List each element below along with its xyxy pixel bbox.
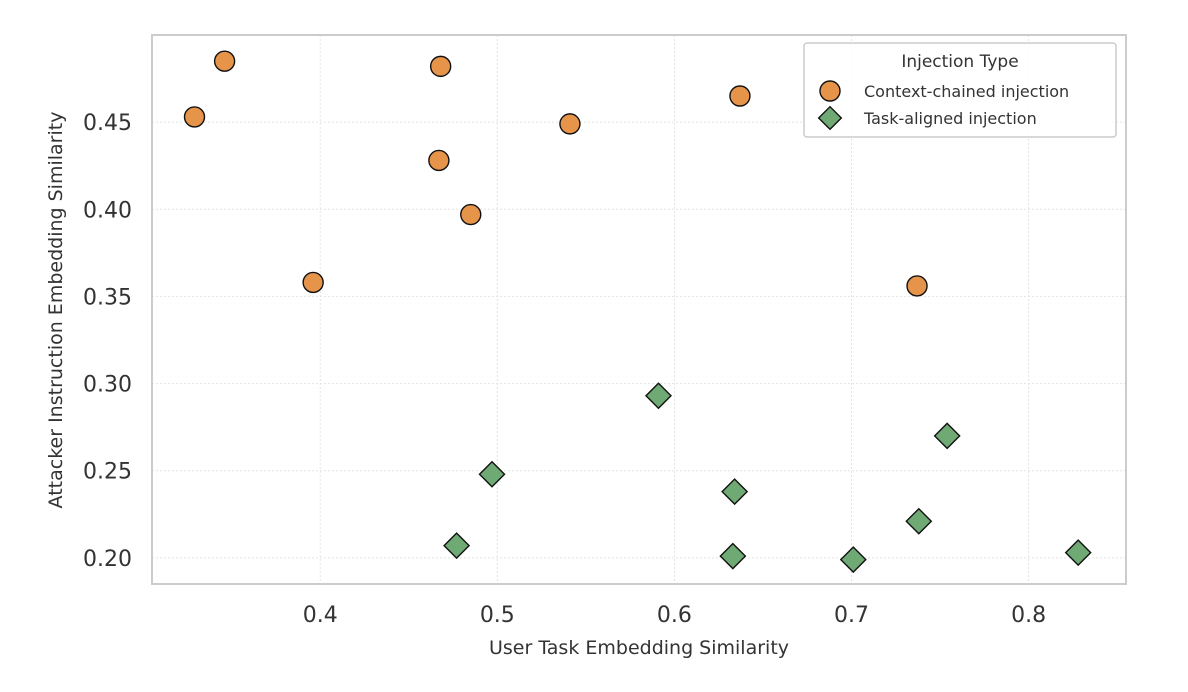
- point-context-chained: [729, 85, 751, 107]
- point-context-chained: [428, 149, 450, 172]
- legend-marker-task-aligned: [817, 105, 843, 131]
- point-task-aligned: [719, 542, 747, 570]
- legend: Injection Type Context-chained injection…: [803, 42, 1117, 138]
- y-tick-label: 0.30: [83, 373, 132, 398]
- y-tick-label: 0.35: [83, 285, 132, 310]
- point-task-aligned: [1064, 539, 1092, 567]
- y-axis-label: Attacker Instruction Embedding Similarit…: [45, 112, 67, 509]
- point-task-aligned: [905, 507, 933, 535]
- y-tick-label: 0.25: [83, 460, 132, 485]
- x-tick-label: 0.6: [657, 603, 692, 628]
- point-task-aligned: [478, 460, 506, 488]
- y-tick-label: 0.20: [83, 547, 132, 572]
- point-context-chained: [183, 106, 206, 128]
- point-context-chained: [302, 271, 324, 294]
- point-context-chained: [460, 203, 482, 226]
- point-task-aligned: [721, 478, 749, 506]
- point-task-aligned: [644, 382, 672, 410]
- y-tick-label: 0.40: [83, 198, 132, 223]
- point-task-aligned: [933, 422, 961, 450]
- x-tick-label: 0.7: [834, 603, 869, 628]
- x-axis-ticks: 0.4 0.5 0.6 0.7 0.8: [303, 603, 1046, 628]
- grid: [152, 35, 1126, 584]
- point-context-chained: [906, 275, 928, 297]
- data-points: [183, 50, 1092, 574]
- point-task-aligned: [443, 532, 471, 560]
- point-context-chained: [213, 50, 236, 72]
- legend-label-context-chained: Context-chained injection: [864, 82, 1069, 101]
- legend-box: [803, 42, 1117, 138]
- legend-label-task-aligned: Task-aligned injection: [863, 109, 1037, 128]
- x-tick-label: 0.8: [1011, 603, 1046, 628]
- point-task-aligned: [839, 546, 867, 574]
- x-tick-label: 0.4: [303, 603, 338, 628]
- y-axis-ticks: 0.20 0.25 0.30 0.35 0.40 0.45: [83, 111, 132, 572]
- point-context-chained: [559, 113, 581, 135]
- point-context-chained: [429, 55, 452, 78]
- plot-frame: [151, 34, 1127, 585]
- legend-title: Injection Type: [901, 52, 1018, 72]
- x-axis-label: User Task Embedding Similarity: [489, 637, 789, 659]
- y-tick-label: 0.45: [83, 111, 132, 136]
- legend-marker-context-chained: [819, 80, 841, 102]
- x-tick-label: 0.5: [480, 603, 515, 628]
